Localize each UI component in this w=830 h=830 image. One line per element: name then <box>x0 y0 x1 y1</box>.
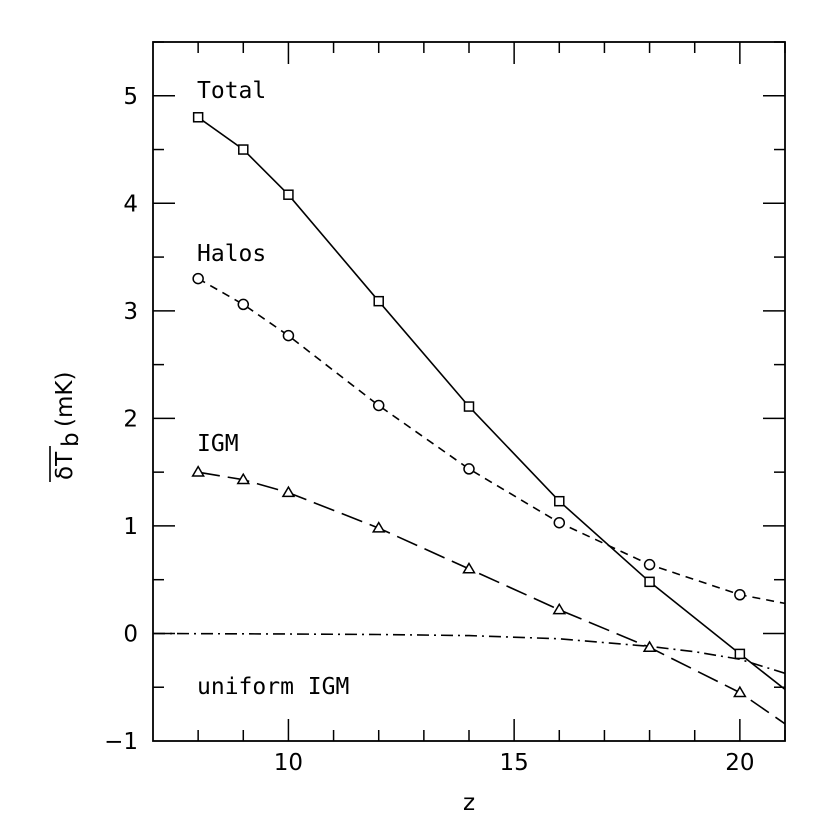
series-markers <box>191 112 747 698</box>
point-halos <box>643 558 656 571</box>
y-tick-label: −1 <box>104 729 138 755</box>
y-axis-title-unit: (mK) <box>52 372 78 427</box>
x-tick-label: 20 <box>725 750 754 776</box>
y-tick-label: 3 <box>123 299 138 325</box>
point-total <box>283 189 294 200</box>
point-halos <box>282 329 295 342</box>
point-halos <box>192 272 204 285</box>
point-total <box>192 112 204 123</box>
point-halos <box>463 463 475 475</box>
point-halos <box>553 516 566 529</box>
point-total <box>554 495 565 507</box>
point-igm <box>733 685 747 698</box>
series-label-uniform-igm: uniform IGM <box>197 674 349 700</box>
series-line-total <box>197 116 786 691</box>
point-igm <box>642 640 657 653</box>
x-tick-labels: 10 15 20 <box>274 750 755 776</box>
y-tick-label: 1 <box>123 514 138 540</box>
point-igm <box>552 602 567 615</box>
y-axis-title-sub: b <box>58 432 84 447</box>
point-halos <box>734 588 746 601</box>
point-total <box>463 401 475 412</box>
point-igm <box>371 521 386 533</box>
y-tick-labels: −1 0 1 2 3 4 5 <box>104 84 138 755</box>
series-label-halos: Halos <box>197 241 266 267</box>
axis-ticks <box>153 41 786 741</box>
x-tick-label: 15 <box>500 750 529 776</box>
y-axis-title-main: δT <box>52 451 78 480</box>
x-axis-title: z <box>463 790 475 816</box>
point-total <box>238 144 249 155</box>
point-igm <box>462 561 476 574</box>
series-label-igm: IGM <box>197 431 239 457</box>
point-igm <box>236 472 251 485</box>
y-tick-label: 2 <box>123 406 138 432</box>
point-total <box>644 576 655 588</box>
point-halos <box>372 399 385 412</box>
y-tick-label: 0 <box>123 621 138 647</box>
y-tick-label: 5 <box>123 84 138 110</box>
y-tick-label: 4 <box>123 191 138 217</box>
point-igm <box>191 465 205 477</box>
point-igm <box>281 485 296 498</box>
series-line-halos <box>197 277 786 605</box>
point-total <box>734 648 746 660</box>
point-halos <box>237 298 250 311</box>
point-total <box>373 295 384 307</box>
series-lines <box>152 116 786 725</box>
x-tick-label: 10 <box>274 750 303 776</box>
y-axis-title: δT b (mK) <box>49 372 84 482</box>
series-label-total: Total <box>197 78 266 104</box>
